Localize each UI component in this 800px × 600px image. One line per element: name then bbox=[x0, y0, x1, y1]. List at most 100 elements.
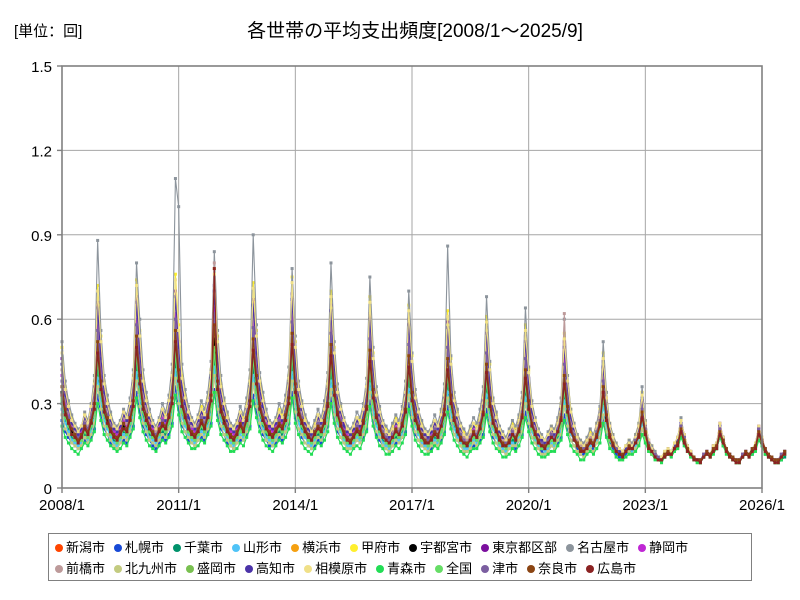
series-marker bbox=[177, 345, 181, 349]
series-marker bbox=[621, 452, 625, 456]
series-marker bbox=[303, 421, 307, 425]
series-marker bbox=[199, 418, 203, 422]
series-marker bbox=[164, 435, 168, 439]
series-marker bbox=[105, 433, 109, 437]
legend-item-甲府市[interactable]: 甲府市 bbox=[350, 541, 400, 554]
series-marker bbox=[540, 441, 544, 445]
series-marker bbox=[585, 435, 589, 439]
legend-item-青森市[interactable]: 青森市 bbox=[376, 562, 426, 575]
series-marker bbox=[384, 438, 388, 442]
legend-item-横浜市[interactable]: 横浜市 bbox=[291, 541, 341, 554]
series-marker bbox=[76, 441, 80, 445]
page-title: 各世帯の平均支出頻度[2008/1～2025/9] bbox=[247, 21, 583, 42]
legend-item-前橋市[interactable]: 前橋市 bbox=[55, 562, 105, 575]
series-marker bbox=[591, 438, 595, 442]
series-marker bbox=[387, 430, 391, 434]
series-marker bbox=[416, 444, 420, 448]
series-marker bbox=[212, 323, 216, 327]
series-marker bbox=[556, 441, 560, 445]
series-marker bbox=[381, 444, 385, 448]
series-marker bbox=[426, 430, 430, 434]
series-marker bbox=[676, 435, 680, 439]
series-marker bbox=[66, 407, 70, 411]
legend-item-新潟市[interactable]: 新潟市 bbox=[55, 541, 105, 554]
series-marker bbox=[105, 416, 109, 420]
legend-item-北九州市[interactable]: 北九州市 bbox=[114, 562, 177, 575]
series-marker bbox=[229, 444, 233, 448]
series-marker bbox=[180, 404, 184, 408]
series-marker bbox=[96, 328, 100, 332]
series-marker bbox=[598, 424, 602, 428]
series-marker bbox=[284, 435, 288, 439]
series-marker bbox=[229, 435, 233, 439]
legend-item-札幌市[interactable]: 札幌市 bbox=[114, 541, 164, 554]
series-marker bbox=[501, 430, 505, 434]
series-marker bbox=[588, 447, 592, 451]
series-marker bbox=[384, 447, 388, 451]
series-marker bbox=[345, 433, 349, 437]
series-marker bbox=[523, 323, 527, 327]
series-marker bbox=[588, 444, 592, 448]
series-marker bbox=[141, 379, 145, 383]
legend-item-千葉市[interactable]: 千葉市 bbox=[173, 541, 223, 554]
series-marker bbox=[426, 447, 430, 451]
legend-item-相模原市[interactable]: 相模原市 bbox=[304, 562, 367, 575]
series-marker bbox=[621, 449, 625, 453]
series-marker bbox=[180, 430, 184, 434]
legend-item-全国[interactable]: 全国 bbox=[435, 562, 472, 575]
series-marker bbox=[527, 430, 531, 434]
legend-item-名古屋市[interactable]: 名古屋市 bbox=[566, 541, 629, 554]
series-marker bbox=[689, 455, 693, 459]
legend-item-山形市[interactable]: 山形市 bbox=[232, 541, 282, 554]
series-marker bbox=[374, 399, 378, 403]
series-marker bbox=[186, 435, 190, 439]
series-marker bbox=[754, 447, 758, 451]
series-marker bbox=[391, 438, 395, 442]
series-marker bbox=[76, 447, 80, 451]
series-marker bbox=[238, 421, 242, 425]
legend-item-静岡市[interactable]: 静岡市 bbox=[638, 541, 688, 554]
series-marker bbox=[316, 418, 320, 422]
legend-item-津市[interactable]: 津市 bbox=[481, 562, 518, 575]
legend-item-高知市[interactable]: 高知市 bbox=[245, 562, 295, 575]
series-marker bbox=[122, 433, 126, 437]
series-marker bbox=[472, 441, 476, 445]
series-marker bbox=[647, 444, 651, 448]
series-marker bbox=[741, 452, 745, 456]
series-marker bbox=[287, 418, 291, 422]
series-marker bbox=[371, 373, 375, 377]
series-marker bbox=[122, 407, 126, 411]
series-marker bbox=[79, 441, 83, 445]
legend-item-宇都宮市[interactable]: 宇都宮市 bbox=[409, 541, 472, 554]
legend-marker-icon bbox=[409, 543, 418, 552]
series-marker bbox=[105, 424, 109, 428]
series-marker bbox=[70, 435, 74, 439]
series-marker bbox=[135, 345, 139, 349]
legend-item-東京都区部[interactable]: 東京都区部 bbox=[481, 541, 557, 554]
series-marker bbox=[190, 416, 194, 420]
series-marker bbox=[556, 435, 560, 439]
series-marker bbox=[89, 438, 93, 442]
series-marker bbox=[105, 407, 109, 411]
series-marker bbox=[141, 430, 145, 434]
series-marker bbox=[721, 438, 725, 442]
series-marker bbox=[355, 444, 359, 448]
series-marker bbox=[141, 402, 145, 406]
series-marker bbox=[144, 430, 148, 434]
legend-item-盛岡市[interactable]: 盛岡市 bbox=[186, 562, 236, 575]
legend-row: 前橋市 北九州市 盛岡市 高知市 相模原市 青森市 全国 津市 奈良市 広島市 bbox=[55, 558, 745, 579]
series-marker bbox=[186, 418, 190, 422]
series-marker bbox=[102, 373, 106, 377]
series-marker bbox=[630, 447, 634, 451]
series-marker bbox=[446, 390, 450, 394]
series-marker bbox=[452, 390, 456, 394]
series-marker bbox=[258, 421, 262, 425]
legend-item-広島市[interactable]: 広島市 bbox=[586, 562, 636, 575]
series-marker bbox=[439, 413, 443, 417]
series-marker bbox=[92, 410, 96, 414]
series-marker bbox=[160, 430, 164, 434]
series-marker bbox=[595, 424, 599, 428]
series-marker bbox=[86, 433, 90, 437]
legend-item-奈良市[interactable]: 奈良市 bbox=[527, 562, 577, 575]
series-marker bbox=[190, 427, 194, 431]
